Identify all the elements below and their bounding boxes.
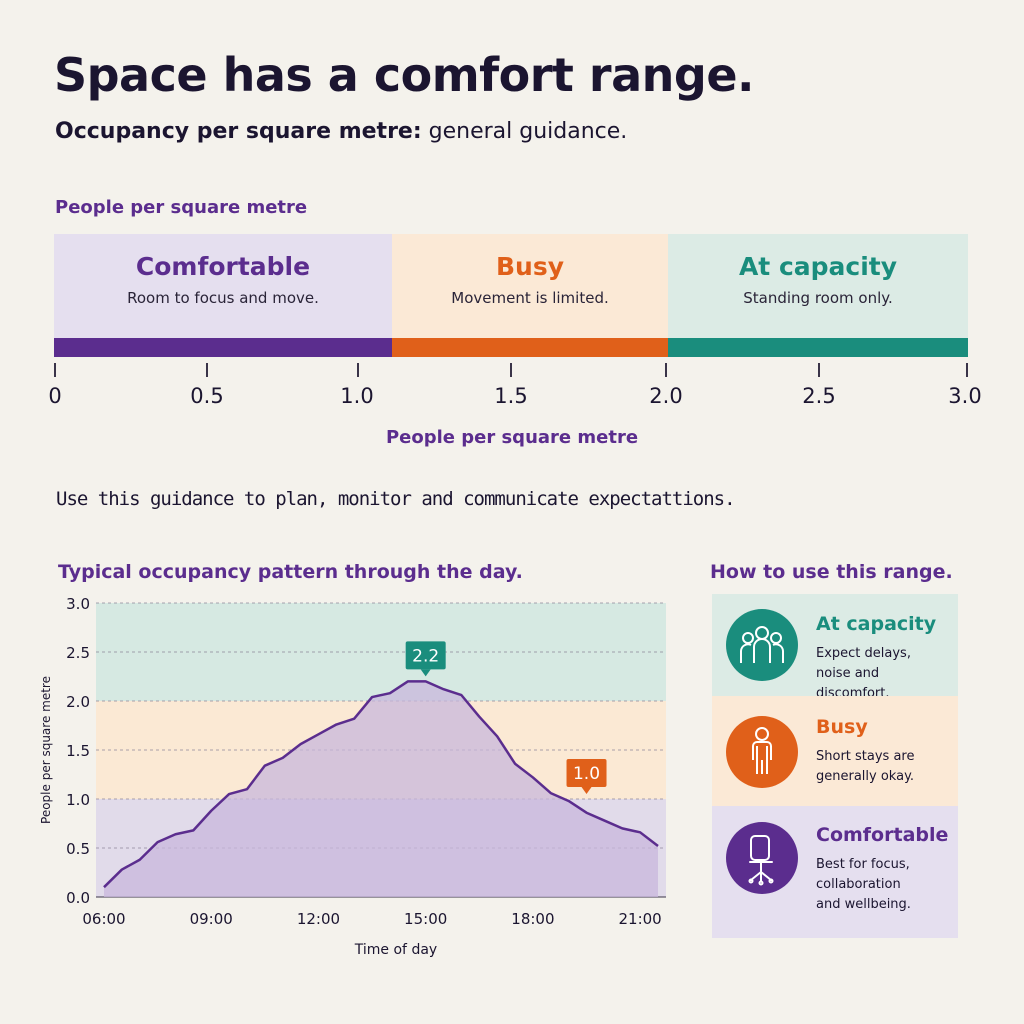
zone-description: Movement is limited. (451, 289, 609, 307)
legend-card-title: Comfortable (816, 824, 949, 846)
office-chair-icon (726, 822, 798, 894)
y-tick-label: 0.5 (66, 840, 90, 858)
zone-title: At capacity (738, 252, 898, 281)
scale-tick (818, 363, 820, 377)
legend-title: How to use this range. (710, 561, 953, 583)
zone-description: Standing room only. (743, 289, 893, 307)
scale-tick-label: 2.0 (649, 384, 683, 408)
zone-description: Room to focus and move. (127, 289, 319, 307)
legend-card-description: Expect delays, noise and discomfort. (816, 644, 956, 704)
chart-annotation-pointer (420, 669, 431, 677)
legend-card-line: generally okay. (816, 769, 915, 784)
legend-card-description: Short stays are generally okay. (816, 747, 956, 787)
scale-tick (966, 363, 968, 377)
scale-tick (665, 363, 667, 377)
legend-card-title: At capacity (816, 613, 937, 635)
y-tick-label: 0.0 (66, 889, 90, 907)
chart-annotation-pointer (581, 787, 592, 794)
chart-annotation-box (566, 759, 607, 787)
chart-area-fill (104, 681, 658, 897)
scale-tick (510, 363, 512, 377)
y-tick-label: 2.0 (66, 693, 90, 711)
zone-at-capacity: At capacity Standing room only. (668, 234, 968, 338)
x-tick-label: 06:00 (82, 910, 125, 928)
scale-label: People per square metre (55, 197, 308, 218)
scale-tick-label: 1.5 (494, 384, 528, 408)
chart-title: Typical occupancy pattern through the da… (58, 561, 523, 583)
person-icon (726, 716, 798, 788)
y-tick-label: 3.0 (66, 595, 90, 613)
legend-card-line: Short stays are (816, 749, 915, 764)
scale-tick (206, 363, 208, 377)
scale-tick-label: 1.0 (340, 384, 374, 408)
people-group-icon (726, 609, 798, 681)
legend-card-title: Busy (816, 716, 868, 738)
subtitle-rest: general guidance. (421, 119, 628, 144)
zone-busy: Busy Movement is limited. (392, 234, 668, 338)
x-tick-label: 09:00 (190, 910, 233, 928)
scale-axis-label: People per square metre (385, 427, 639, 448)
legend-card-comfortable: Comfortable Best for focus, collaboratio… (712, 806, 958, 938)
x-tick-label: 21:00 (619, 910, 662, 928)
chart-series-line (103, 680, 659, 889)
y-axis-label: People per square metre (39, 676, 53, 824)
guidance-text: Use this guidance to plan, monitor and c… (56, 488, 736, 510)
x-tick-label: 12:00 (297, 910, 340, 928)
scale-tick (54, 363, 56, 377)
chart-annotation-label: 1.0 (573, 764, 600, 784)
chart-annotation-label: 2.2 (412, 646, 439, 666)
scale-tick-label: 0 (48, 384, 62, 408)
scale-tick-label: 3.0 (948, 384, 982, 408)
legend-card-line: collaboration (816, 877, 901, 892)
scale-tick-label: 0.5 (190, 384, 224, 408)
page-subtitle: Occupancy per square metre: general guid… (55, 119, 627, 144)
legend-card-description: Best for focus, collaboration and wellbe… (816, 855, 956, 915)
zone-bar-busy (392, 338, 668, 357)
legend-card-line: and wellbeing. (816, 897, 911, 912)
y-tick-label: 2.5 (66, 644, 90, 662)
legend-card-line: Expect delays, (816, 646, 911, 661)
legend-card-at-capacity: At capacity Expect delays, noise and dis… (712, 594, 958, 701)
chart-annotation-box (405, 641, 446, 670)
zone-title: Busy (495, 252, 565, 281)
scale-tick-label: 2.5 (802, 384, 836, 408)
legend-card-busy: Busy Short stays are generally okay. (712, 696, 958, 806)
page-title: Space has a comfort range. (54, 48, 755, 102)
subtitle-bold: Occupancy per square metre: (55, 119, 422, 144)
zone-bar-at-capacity (668, 338, 968, 357)
zone-comfortable: Comfortable Room to focus and move. (54, 234, 392, 338)
occupancy-chart: 0.0 0.5 1.0 1.5 2.0 2.5 3.0 06:00 09:00 12:00 15:0… (39, 595, 666, 958)
x-tick-label: 15:00 (404, 910, 447, 928)
y-tick-label: 1.5 (66, 742, 90, 760)
legend-card-line: Best for focus, (816, 857, 910, 872)
x-tick-label: 18:00 (511, 910, 554, 928)
x-axis-label: Time of day (354, 942, 437, 958)
zone-bar-comfortable (54, 338, 392, 357)
zone-title: Comfortable (135, 252, 311, 281)
scale-tick (357, 363, 359, 377)
y-tick-label: 1.0 (66, 791, 90, 809)
